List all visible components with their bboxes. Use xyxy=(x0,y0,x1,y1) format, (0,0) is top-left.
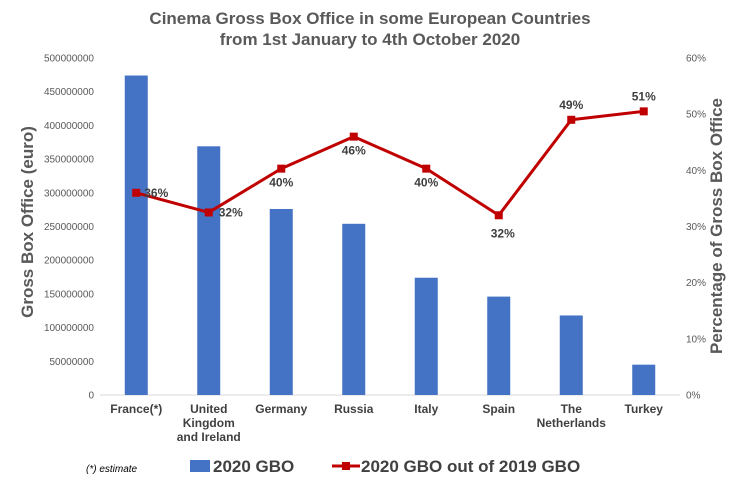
category-label: Netherlands xyxy=(537,416,607,430)
category-label: Spain xyxy=(482,402,515,416)
category-label: The xyxy=(561,402,583,416)
y-tick-label: 400000000 xyxy=(44,121,94,132)
category-label: United xyxy=(190,402,227,416)
bar-2020-gbo xyxy=(269,208,293,395)
y2-axis-title: Percentage of Gross Box Office xyxy=(707,98,726,354)
pct-data-label: 46% xyxy=(342,144,366,158)
bar-2020-gbo xyxy=(414,277,438,395)
line-marker xyxy=(277,164,286,173)
legend-swatch-marker xyxy=(342,462,350,470)
y-tick-label: 100000000 xyxy=(44,323,94,334)
legend-label-line: 2020 GBO out of 2019 GBO xyxy=(361,457,580,476)
category-label: Italy xyxy=(414,402,438,416)
right-axis-ticks: 0% 10% 20% 30% 40% 50% 60% xyxy=(686,54,706,402)
line-2020-vs-2019 xyxy=(135,109,644,217)
category-label: and Ireland xyxy=(177,430,241,444)
chart-title: Cinema Gross Box Office in some European… xyxy=(149,9,590,49)
y2-tick-label: 60% xyxy=(686,54,706,65)
line-marker xyxy=(204,208,213,217)
bar-series xyxy=(124,75,656,396)
pct-data-label: 40% xyxy=(414,176,438,190)
line-marker xyxy=(349,132,358,141)
bar-2020-gbo xyxy=(559,315,583,395)
line-series: 36% 32% 40% 46% 40% 32% 49% 51% xyxy=(132,89,656,240)
y-tick-label: 150000000 xyxy=(44,289,94,300)
bar-2020-gbo xyxy=(342,223,366,395)
y-tick-label: 450000000 xyxy=(44,87,94,98)
y2-tick-label: 50% xyxy=(686,110,706,121)
legend-swatch-bar xyxy=(190,460,210,472)
bar-2020-gbo xyxy=(487,296,511,395)
line-marker xyxy=(422,164,431,173)
pct-data-label: 51% xyxy=(632,89,656,103)
y2-tick-label: 30% xyxy=(686,222,706,233)
pct-data-label: 32% xyxy=(219,205,243,219)
category-label: France(*) xyxy=(110,402,162,416)
y-tick-label: 50000000 xyxy=(50,357,95,368)
legend: 2020 GBO 2020 GBO out of 2019 GBO xyxy=(190,457,580,476)
bar-2020-gbo xyxy=(632,364,656,395)
y-tick-label: 300000000 xyxy=(44,188,94,199)
bar-2020-gbo xyxy=(124,75,148,396)
line-marker xyxy=(494,211,503,220)
category-label: Russia xyxy=(334,402,374,416)
legend-label-bar: 2020 GBO xyxy=(213,457,294,476)
y2-tick-label: 10% xyxy=(686,334,706,345)
category-label: Germany xyxy=(255,402,307,416)
line-marker xyxy=(639,107,648,116)
pct-data-label: 32% xyxy=(491,226,515,240)
pct-data-label: 49% xyxy=(559,98,583,112)
y-tick-label: 200000000 xyxy=(44,256,94,267)
y2-tick-label: 0% xyxy=(686,391,701,402)
pct-data-label: 36% xyxy=(144,186,168,200)
bar-2020-gbo xyxy=(197,146,221,395)
category-label: Kingdom xyxy=(183,416,235,430)
pct-data-label: 40% xyxy=(269,176,293,190)
category-label: Turkey xyxy=(625,402,664,416)
y-tick-label: 0 xyxy=(88,391,94,402)
left-axis-ticks: 0 50000000 100000000 150000000 200000000 2500… xyxy=(44,54,95,402)
y-axis-title: Gross Box Office (euro) xyxy=(18,126,37,318)
line-marker xyxy=(567,115,576,124)
y2-tick-label: 20% xyxy=(686,278,706,289)
chart-title-line: from 1st January to 4th October 2020 xyxy=(220,30,520,49)
y-tick-label: 250000000 xyxy=(44,222,94,233)
footnote: (*) estimate xyxy=(86,464,138,475)
y-tick-label: 350000000 xyxy=(44,155,94,166)
chart-title-line: Cinema Gross Box Office in some European… xyxy=(149,9,590,28)
y-tick-label: 500000000 xyxy=(44,54,94,65)
line-marker xyxy=(132,188,141,197)
y2-tick-label: 40% xyxy=(686,166,706,177)
